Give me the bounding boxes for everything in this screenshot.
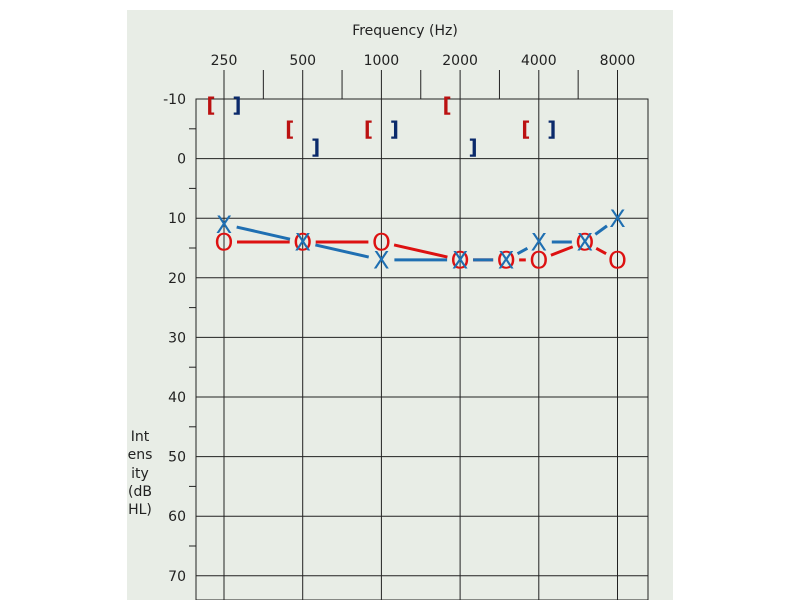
data-point-left-bracket: [ [443, 93, 452, 117]
data-point-x: X [609, 205, 625, 233]
series-line-segment [393, 243, 448, 259]
y-tick-label: 70 [168, 569, 186, 585]
x-axis-label: Frequency (Hz) [352, 23, 458, 39]
data-point-o: O [451, 247, 470, 275]
series-lines [236, 224, 608, 262]
grid [189, 70, 649, 600]
data-point-right-bracket: ] [469, 135, 478, 159]
y-tick-label: 40 [168, 390, 186, 406]
data-point-o: O [293, 229, 312, 257]
x-tick-label: 500 [289, 53, 316, 69]
data-point-x: X [452, 247, 468, 275]
data-point-x: X [373, 247, 389, 275]
data-point-o: O [497, 247, 516, 275]
series-line-segment [315, 243, 370, 259]
plot-frame [195, 98, 649, 600]
data-point-left-bracket: [ [285, 117, 294, 141]
audiogram-chart: -10 0 10 20 30 40 50 60 70 250 500 1000 2000 4000 800… [163, 23, 649, 600]
series-line-segment [595, 246, 607, 255]
data-point-o: O [372, 229, 391, 257]
data-point-x: X [498, 247, 514, 275]
data-point-left-bracket: [ [206, 93, 215, 117]
x-tick-labels: 250 500 1000 2000 4000 8000 [211, 53, 636, 69]
data-point-right-bracket: ] [311, 135, 320, 159]
data-point-left-bracket: [ [521, 117, 530, 141]
data-point-x: X [577, 229, 593, 257]
x-tick-label: 8000 [600, 53, 636, 69]
y-tick-label: 50 [168, 450, 186, 466]
y-tick-label: 0 [177, 152, 186, 168]
x-tick-label: 250 [211, 53, 238, 69]
data-point-right-bracket: ] [390, 117, 399, 141]
data-point-right-bracket: ] [547, 117, 556, 141]
y-tick-label: 60 [168, 509, 186, 525]
data-point-right-bracket: ] [232, 93, 241, 117]
series-line-segment [516, 246, 529, 255]
x-tick-label: 2000 [442, 53, 478, 69]
x-tick-label: 1000 [364, 53, 400, 69]
chart-panel: -10 0 10 20 30 40 50 60 70 250 500 1000 2000 4000 800… [127, 10, 673, 600]
x-tick-label: 4000 [521, 53, 557, 69]
series-line-segment [594, 224, 608, 236]
data-point-x: X [216, 211, 232, 239]
data-point-o: O [529, 247, 548, 275]
data-point-o: O [575, 229, 594, 257]
series-line-segment [236, 225, 291, 241]
y-axis-label: Intensity (dB HL) [127, 429, 153, 519]
series-line-segment [550, 245, 574, 257]
data-point-o: O [215, 229, 234, 257]
y-tick-labels: -10 0 10 20 30 40 50 60 70 [163, 92, 186, 585]
data-point-x: X [531, 229, 547, 257]
data-point-o: O [608, 247, 627, 275]
y-tick-label: 10 [168, 211, 186, 227]
y-tick-label: 20 [168, 271, 186, 287]
y-tick-label: -10 [163, 92, 186, 108]
data-point-x: X [294, 229, 310, 257]
data-point-left-bracket: [ [364, 117, 373, 141]
y-tick-label: 30 [168, 330, 186, 346]
